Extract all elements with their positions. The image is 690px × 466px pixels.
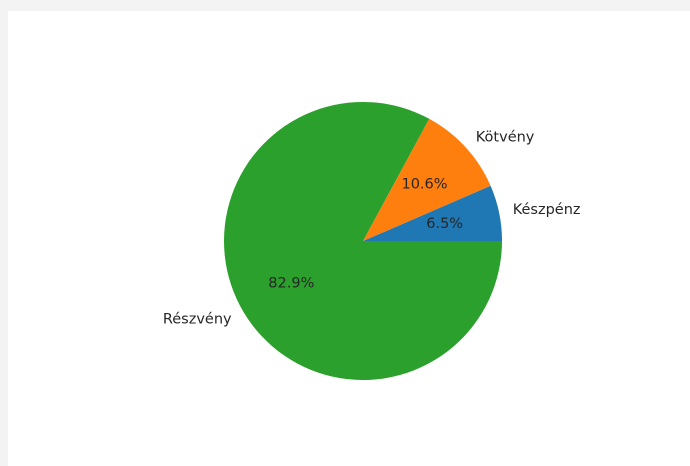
percent-label-2: 10.6%	[401, 177, 447, 193]
pie-labels: Készpénz 6.5% Kötvény 10.6% Részvény 82.9%	[163, 130, 581, 328]
pie-slices	[224, 102, 502, 381]
figure-canvas: Készpénz 6.5% Kötvény 10.6% Részvény 82.9%	[8, 11, 690, 466]
percent-label-3: 82.9%	[268, 276, 314, 292]
slice-label-1: Készpénz	[513, 202, 581, 218]
pie-slice-1	[363, 185, 502, 241]
pie-chart: Készpénz 6.5% Kötvény 10.6% Részvény 82.9%	[163, 102, 581, 381]
pie-slice-3	[224, 102, 502, 381]
slice-label-3: Részvény	[163, 311, 232, 327]
percent-label-1: 6.5%	[426, 216, 463, 232]
pie-slice-2	[363, 118, 491, 241]
slice-label-2: Kötvény	[476, 130, 535, 146]
